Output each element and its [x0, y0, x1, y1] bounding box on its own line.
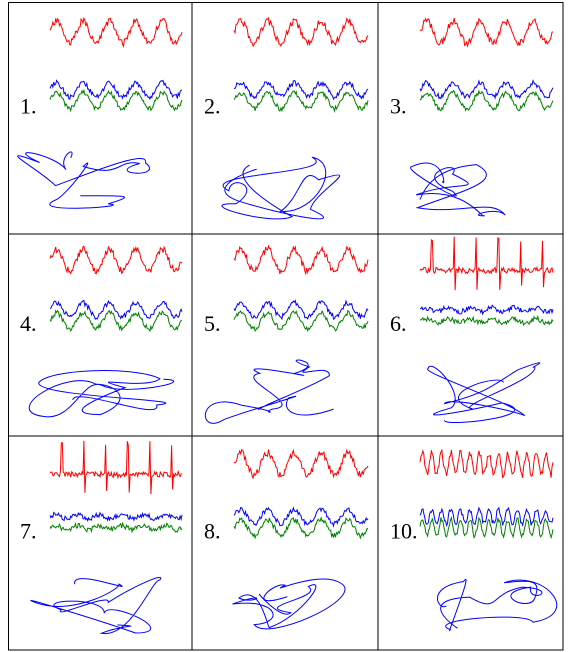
trace-red — [49, 245, 183, 275]
trace-green — [233, 309, 369, 333]
trace-green — [49, 521, 183, 534]
trace-green — [419, 314, 554, 327]
panel-grid: 1. 2. 3. 4. 5. 6. 7. 8. 10. — [8, 2, 569, 652]
grid-borders — [8, 2, 564, 651]
trace-red — [419, 17, 554, 48]
panel-9: 10. — [390, 448, 558, 632]
phase-loop — [17, 151, 150, 209]
trace-blue — [49, 511, 183, 522]
trace-blue — [49, 79, 182, 101]
trace-green — [49, 309, 183, 333]
panel-label: 6. — [390, 311, 407, 336]
panel-label: 3. — [390, 93, 407, 118]
trace-red — [49, 440, 183, 495]
trace-red — [233, 16, 369, 48]
panel-4: 4. — [20, 245, 183, 418]
panel-8: 8. — [204, 448, 369, 630]
trace-green — [233, 90, 369, 113]
trace-green — [419, 515, 554, 540]
trace-red — [49, 16, 183, 48]
phase-loop — [30, 576, 162, 634]
panel-label: 5. — [204, 311, 221, 336]
panel-label: 2. — [204, 93, 221, 118]
panel-3: 3. — [390, 17, 554, 217]
phase-loop — [204, 359, 334, 424]
panel-5: 5. — [204, 244, 369, 424]
panel-2: 2. — [204, 16, 369, 220]
trace-blue — [233, 506, 369, 528]
grid-outer-border — [8, 2, 564, 651]
phase-loop — [437, 578, 558, 632]
panel-label: 4. — [20, 311, 37, 336]
phase-loop — [410, 162, 506, 217]
trace-red — [233, 448, 369, 480]
phase-loop — [221, 156, 341, 220]
trace-red — [233, 244, 369, 276]
panel-label: 1. — [20, 93, 37, 118]
trace-blue — [419, 506, 554, 528]
panel-label: 10. — [390, 519, 418, 544]
panel-label: 8. — [204, 519, 221, 544]
trace-green — [49, 88, 183, 113]
trace-green — [419, 89, 554, 112]
panel-6: 6. — [390, 236, 554, 424]
trace-blue — [233, 299, 369, 321]
panel-label: 7. — [20, 519, 37, 544]
trace-green — [233, 516, 369, 540]
phase-loop — [28, 370, 174, 418]
trace-blue — [420, 304, 554, 316]
trace-blue — [49, 299, 183, 320]
panels-layer: 1. 2. 3. 4. 5. 6. 7. 8. 10. — [17, 16, 558, 634]
trace-red — [419, 448, 554, 479]
phase-loop — [427, 362, 541, 424]
panel-7: 7. — [20, 440, 183, 634]
trace-red — [419, 236, 554, 291]
panel-1: 1. — [17, 16, 183, 209]
trace-blue — [419, 79, 554, 100]
phase-loop — [232, 578, 346, 630]
panel-grid-svg: 1. 2. 3. 4. 5. 6. 7. 8. 10. — [8, 2, 564, 651]
trace-blue — [233, 79, 369, 101]
